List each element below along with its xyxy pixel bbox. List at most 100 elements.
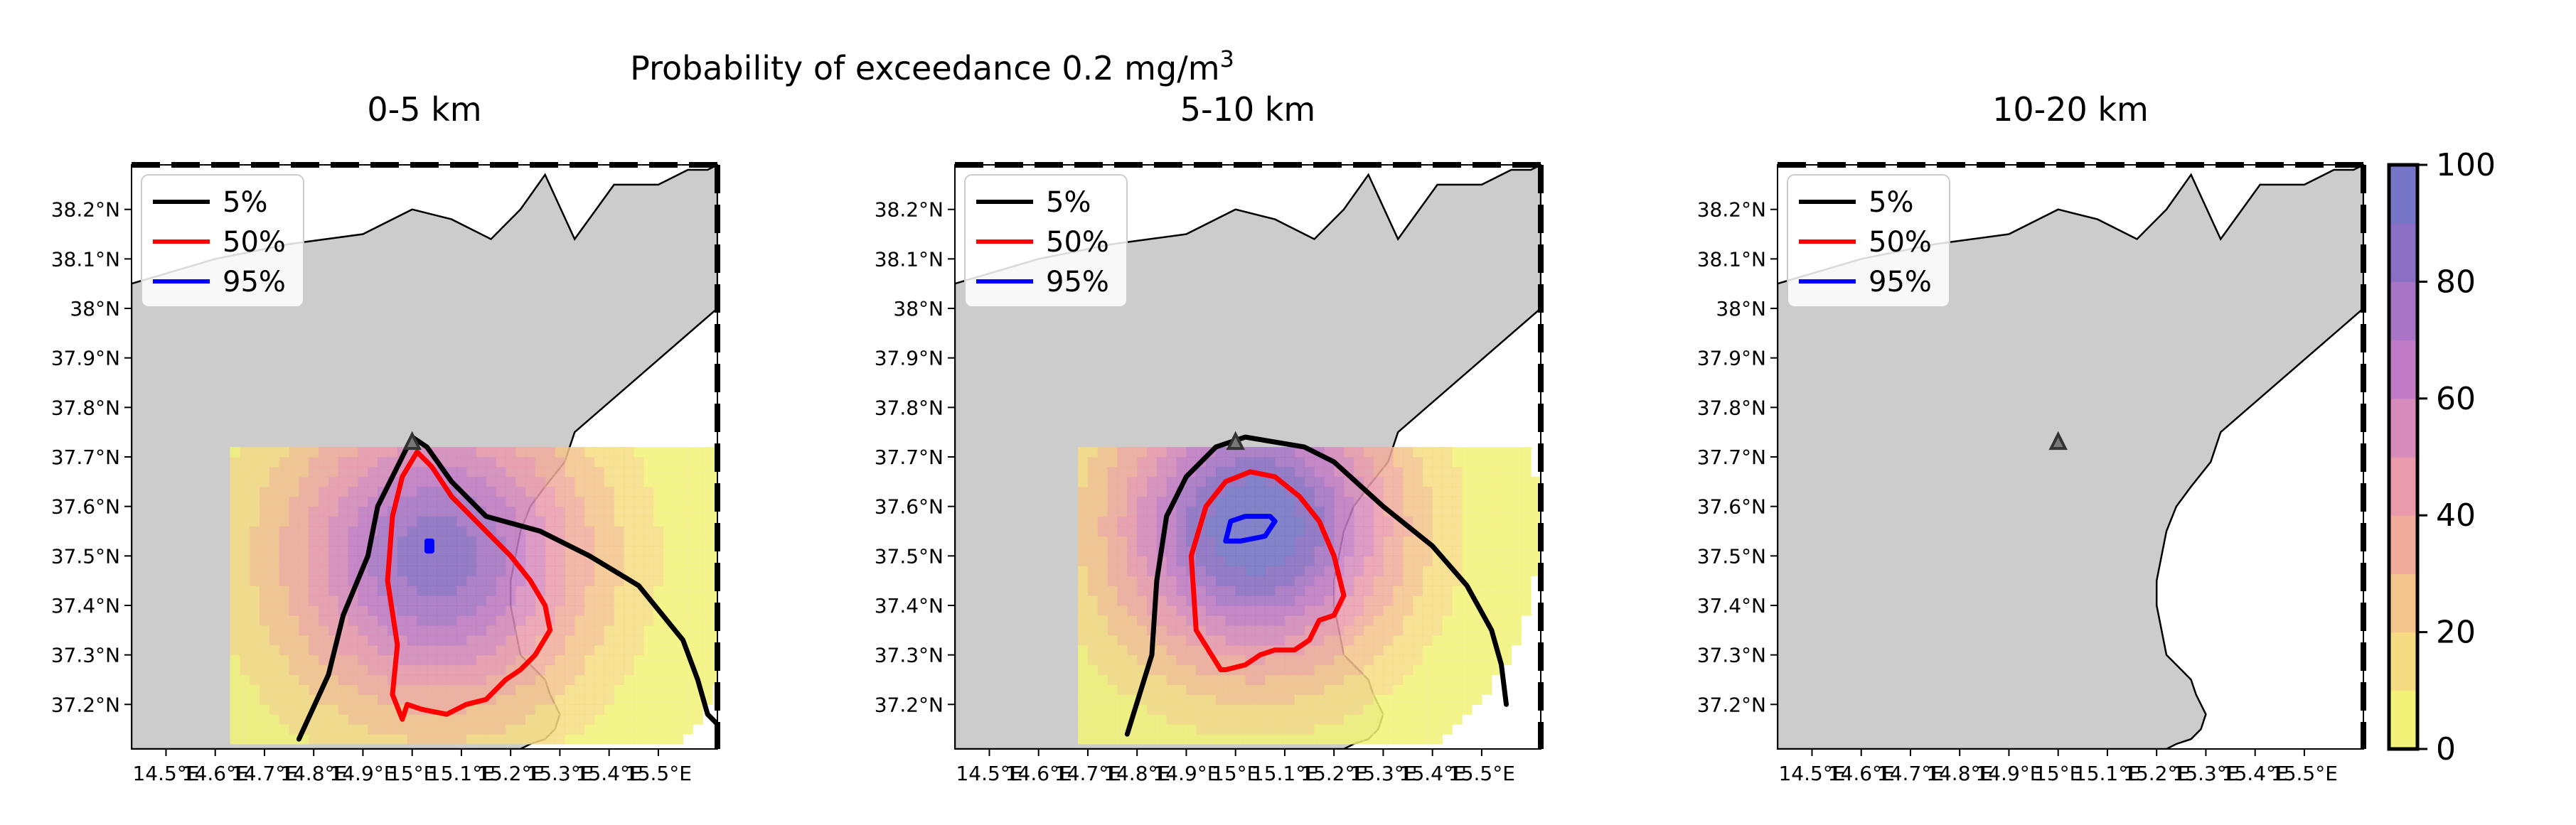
- field-cell: [506, 635, 516, 646]
- field-cell: [574, 476, 585, 487]
- field-cell: [1353, 734, 1364, 745]
- field-cell: [417, 664, 427, 676]
- field-cell: [683, 605, 693, 616]
- field-cell: [702, 447, 713, 458]
- field-cell: [643, 447, 654, 458]
- field-cell: [1481, 546, 1492, 556]
- field-cell: [1344, 586, 1354, 596]
- field-cell: [1373, 615, 1384, 626]
- field-cell: [358, 654, 368, 666]
- field-cell: [663, 526, 674, 536]
- field-cell: [309, 586, 319, 596]
- field-cell: [1422, 476, 1433, 487]
- field-cell: [1117, 506, 1128, 517]
- field-cell: [427, 526, 437, 536]
- field-cell: [525, 625, 536, 636]
- field-cell: [1147, 566, 1158, 576]
- field-cell: [466, 447, 477, 458]
- field-cell: [1225, 724, 1236, 735]
- field-cell: [1216, 536, 1226, 546]
- field-cell: [1472, 566, 1482, 576]
- field-cell: [1481, 674, 1492, 685]
- field-cell: [338, 734, 349, 745]
- y-tick-label: 37.8°N: [1697, 396, 1766, 419]
- field-cell: [328, 447, 339, 458]
- field-cell: [1265, 496, 1276, 507]
- field-cell: [1206, 714, 1217, 725]
- field-cell: [1314, 496, 1325, 507]
- field-cell: [240, 734, 250, 745]
- field-cell: [624, 714, 634, 725]
- field-cell: [388, 724, 398, 735]
- field-cell: [1255, 684, 1266, 695]
- field-cell: [663, 556, 674, 566]
- field-cell: [535, 566, 546, 576]
- field-cell: [614, 635, 624, 646]
- field-cell: [1403, 566, 1413, 576]
- field-cell: [250, 674, 260, 685]
- legend-label: 5%: [1046, 186, 1091, 219]
- field-cell: [230, 476, 240, 487]
- field-cell: [1511, 476, 1522, 487]
- field-cell: [260, 457, 270, 468]
- field-cell: [555, 734, 565, 745]
- field-cell: [476, 605, 487, 616]
- field-cell: [683, 506, 693, 517]
- field-cell: [663, 605, 674, 616]
- field-cell: [525, 486, 536, 497]
- field-cell: [388, 457, 398, 468]
- field-cell: [614, 516, 624, 527]
- x-tick-label: 15.5°E: [1448, 762, 1515, 785]
- field-cell: [230, 536, 240, 546]
- field-cell: [1462, 674, 1473, 685]
- field-cell: [1511, 625, 1522, 636]
- field-cell: [427, 645, 437, 656]
- field-cell: [1245, 734, 1256, 745]
- field-cell: [279, 654, 290, 666]
- field-cell: [230, 714, 240, 725]
- field-cell: [545, 566, 555, 576]
- field-cell: [260, 704, 270, 715]
- field-cell: [1432, 684, 1443, 695]
- field-cell: [1284, 466, 1295, 478]
- field-cell: [1491, 615, 1502, 626]
- field-cell: [309, 506, 319, 517]
- field-cell: [427, 684, 437, 695]
- field-cell: [722, 566, 732, 576]
- field-cell: [269, 576, 280, 586]
- field-cell: [1353, 556, 1364, 566]
- field-cell: [1521, 586, 1532, 596]
- field-cell: [1324, 496, 1335, 507]
- field-cell: [240, 476, 250, 487]
- field-cell: [1403, 684, 1413, 695]
- field-cell: [240, 457, 250, 468]
- field-cell: [250, 586, 260, 596]
- field-cell: [1472, 536, 1482, 546]
- field-cell: [1422, 684, 1433, 695]
- field-cell: [1275, 625, 1286, 636]
- field-cell: [348, 566, 359, 576]
- field-cell: [309, 556, 319, 566]
- field-cell: [1422, 595, 1433, 606]
- field-cell: [1147, 724, 1158, 735]
- field-cell: [1304, 486, 1315, 497]
- field-cell: [1275, 704, 1286, 715]
- field-cell: [604, 447, 615, 458]
- field-cell: [565, 457, 575, 468]
- field-cell: [1117, 714, 1128, 725]
- field-cell: [574, 734, 585, 745]
- field-cell: [1452, 714, 1463, 725]
- field-cell: [378, 526, 388, 536]
- field-cell: [1216, 595, 1226, 606]
- field-cell: [447, 536, 457, 546]
- field-cell: [1344, 546, 1354, 556]
- field-cell: [279, 625, 290, 636]
- field-cell: [1127, 556, 1138, 566]
- field-cell: [1117, 546, 1128, 556]
- field-cell: [417, 526, 427, 536]
- field-cell: [1156, 466, 1167, 478]
- field-cell: [1472, 546, 1482, 556]
- field-cell: [545, 684, 555, 695]
- field-cell: [565, 684, 575, 695]
- field-cell: [1156, 694, 1167, 705]
